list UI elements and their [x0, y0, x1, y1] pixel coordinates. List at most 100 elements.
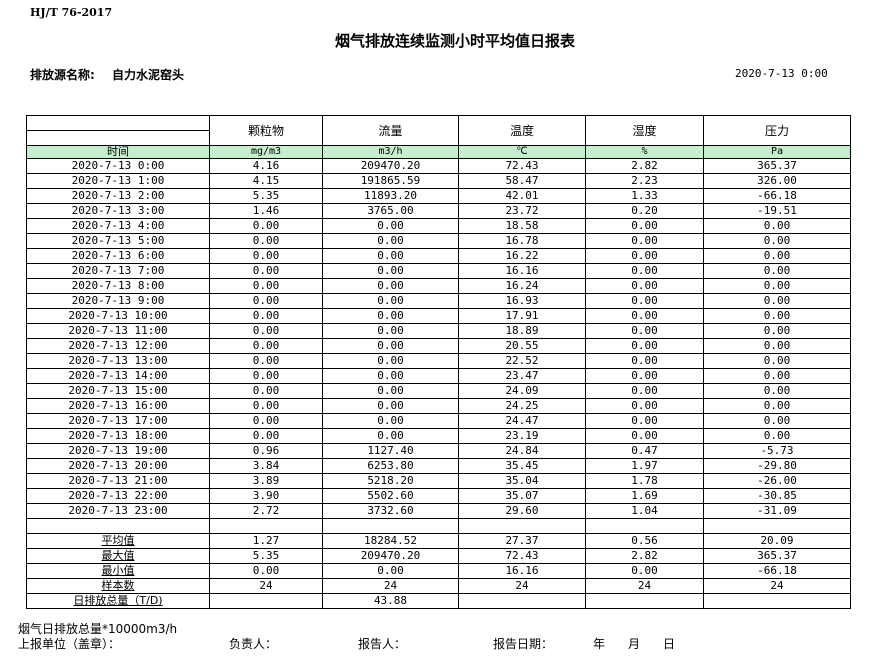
blank-cell: [209, 518, 323, 534]
time-cell: 2020-7-13 21:00: [26, 473, 210, 489]
time-cell: 2020-7-13 13:00: [26, 353, 210, 369]
time-cell: 2020-7-13 8:00: [26, 278, 210, 294]
column-header: 湿度: [585, 115, 704, 146]
value-cell: 0.00: [322, 233, 459, 249]
value-cell: 0.00: [209, 323, 323, 339]
value-cell: 16.22: [458, 248, 586, 264]
value-cell: 42.01: [458, 188, 586, 204]
table-row: 2020-7-13 2:00 5.35 11893.20 42.01 1.33 -66.1…: [26, 188, 851, 204]
report-title: 烟气排放连续监测小时平均值日报表: [334, 32, 575, 50]
blank-cell: [26, 518, 210, 534]
hourly-report-table: 颗粒物 流量 温度 湿度 压力 时间 mg/m3 m3/h ℃% Pa 2020-7-13 0:00…: [26, 115, 851, 609]
time-cell: 2020-7-13 2:00: [26, 188, 210, 204]
value-cell: 16.93: [458, 293, 586, 309]
table-row: 2020-7-13 9:00 0.00 0.00 16.93 0.00 0.00: [26, 293, 851, 309]
report-datetime: 2020-7-13 0:00: [735, 67, 828, 80]
value-cell: 0.00: [322, 413, 459, 429]
time-cell: 2020-7-13 18:00: [26, 428, 210, 444]
column-unit: %: [585, 145, 704, 159]
summary-value: 24: [209, 578, 323, 594]
value-cell: 0.00: [322, 368, 459, 384]
summary-value: 209470.20: [322, 548, 459, 564]
value-cell: 72.43: [458, 158, 586, 174]
value-cell: -29.80: [703, 458, 851, 474]
value-cell: 0.00: [703, 428, 851, 444]
value-cell: 1.78: [585, 473, 704, 489]
column-header: 压力: [703, 115, 851, 146]
value-cell: 0.00: [585, 368, 704, 384]
summary-value: 43.88: [322, 593, 459, 609]
value-cell: 0.00: [703, 398, 851, 414]
value-cell: 0.00: [585, 383, 704, 399]
value-cell: 0.00: [585, 428, 704, 444]
value-cell: 0.00: [209, 338, 323, 354]
value-cell: 18.58: [458, 218, 586, 234]
time-cell: 2020-7-13 17:00: [26, 413, 210, 429]
value-cell: 2.82: [585, 158, 704, 174]
value-cell: 0.00: [703, 233, 851, 249]
table-row: 2020-7-13 15:00 0.00 0.00 24.09 0.00 0.00: [26, 383, 851, 399]
summary-value: 24: [458, 578, 586, 594]
table-row: 2020-7-13 10:00 0.00 0.00 17.91 0.00 0.00: [26, 308, 851, 324]
time-cell: 2020-7-13 11:00: [26, 323, 210, 339]
table-row: 2020-7-13 8:00 0.00 0.00 16.24 0.00 0.00: [26, 278, 851, 294]
value-cell: 24.84: [458, 443, 586, 459]
value-cell: 0.00: [703, 413, 851, 429]
value-cell: 1.69: [585, 488, 704, 504]
value-cell: 0.00: [322, 293, 459, 309]
value-cell: 2.23: [585, 173, 704, 189]
summary-value: [458, 593, 586, 609]
column-unit: mg/m3: [209, 145, 323, 159]
value-cell: 191865.59: [322, 173, 459, 189]
report-date-label: 报告日期：: [493, 637, 554, 651]
value-cell: 0.00: [209, 278, 323, 294]
table-row: 2020-7-13 12:00 0.00 0.00 20.55 0.00 0.00: [26, 338, 851, 354]
value-cell: 0.00: [703, 323, 851, 339]
value-cell: 20.55: [458, 338, 586, 354]
value-cell: 3.89: [209, 473, 323, 489]
value-cell: 0.00: [209, 248, 323, 264]
value-cell: 0.00: [322, 248, 459, 264]
value-cell: 0.00: [703, 383, 851, 399]
time-cell: 2020-7-13 1:00: [26, 173, 210, 189]
value-cell: 0.00: [209, 233, 323, 249]
time-cell: 2020-7-13 5:00: [26, 233, 210, 249]
column-header: 颗粒物: [209, 115, 323, 146]
value-cell: 29.60: [458, 503, 586, 519]
time-cell: 2020-7-13 19:00: [26, 443, 210, 459]
summary-value: 0.56: [585, 533, 704, 549]
column-unit: Pa: [703, 145, 851, 159]
summary-row: 最大值 5.35 209470.20 72.43 2.82 365.37: [26, 548, 851, 564]
value-cell: 22.52: [458, 353, 586, 369]
table-row: 2020-7-13 0:00 4.16 209470.20 72.43 2.82 365.…: [26, 158, 851, 174]
value-cell: 0.00: [585, 248, 704, 264]
table-row: 2020-7-13 4:00 0.00 0.00 18.58 0.00 0.00: [26, 218, 851, 234]
value-cell: 0.00: [585, 353, 704, 369]
value-cell: 5502.60: [322, 488, 459, 504]
value-cell: 0.00: [209, 218, 323, 234]
value-cell: 0.00: [322, 353, 459, 369]
value-cell: 0.00: [209, 383, 323, 399]
table-row: 2020-7-13 6:00 0.00 0.00 16.22 0.00 0.00: [26, 248, 851, 264]
value-cell: 0.00: [703, 248, 851, 264]
value-cell: 0.00: [703, 308, 851, 324]
table-row: 2020-7-13 1:00 4.15 191865.59 58.47 2.23 326.…: [26, 173, 851, 189]
value-cell: 3.84: [209, 458, 323, 474]
summary-value: 2.82: [585, 548, 704, 564]
value-cell: 16.16: [458, 263, 586, 279]
value-cell: 0.00: [585, 338, 704, 354]
summary-value: 5.35: [209, 548, 323, 564]
value-cell: 0.00: [322, 278, 459, 294]
value-cell: 5218.20: [322, 473, 459, 489]
value-cell: 0.00: [322, 308, 459, 324]
value-cell: 0.00: [703, 218, 851, 234]
header-row: 颗粒物 流量 温度 湿度 压力: [26, 115, 851, 146]
value-cell: 0.00: [585, 233, 704, 249]
column-header: 温度: [458, 115, 586, 146]
value-cell: 0.00: [585, 218, 704, 234]
value-cell: 0.00: [209, 308, 323, 324]
summary-value: 0.00: [209, 563, 323, 579]
reporting-unit-label: 上报单位（盖章）：: [18, 637, 121, 651]
value-cell: 0.00: [585, 308, 704, 324]
value-cell: 0.00: [585, 293, 704, 309]
